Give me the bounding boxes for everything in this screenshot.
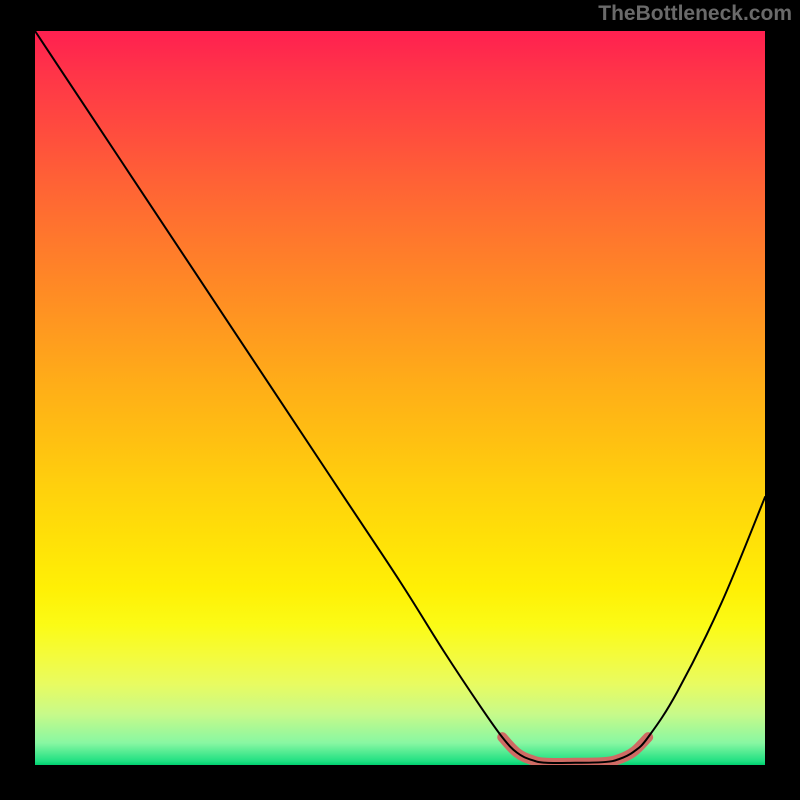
heatmap-background <box>35 31 765 765</box>
plot-svg <box>35 31 765 765</box>
attribution-label: TheBottleneck.com <box>598 2 792 26</box>
plot-area <box>35 31 765 765</box>
chart-container: TheBottleneck.com <box>0 0 800 800</box>
